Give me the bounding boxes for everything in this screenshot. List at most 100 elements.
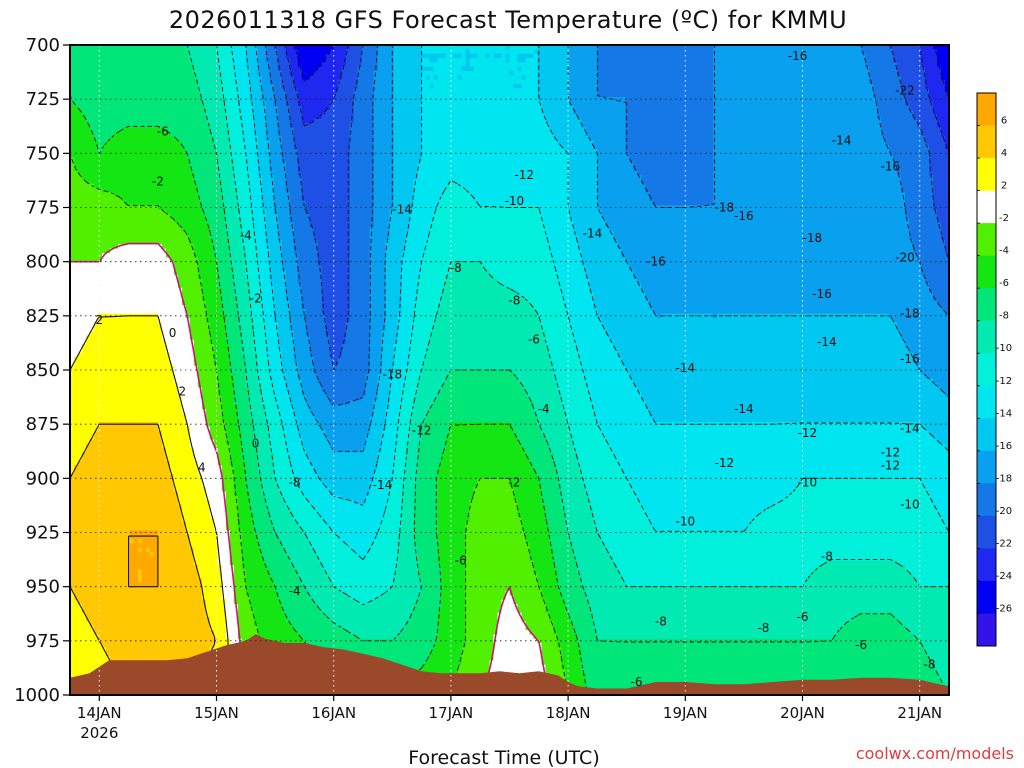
- temperature-cell: [145, 149, 151, 154]
- temperature-cell: [153, 651, 159, 657]
- temperature-cell: [133, 62, 139, 68]
- temperature-cell: [74, 508, 79, 514]
- temperature-cell: [101, 58, 107, 63]
- temperature-cell: [177, 565, 183, 570]
- temperature-cell: [77, 660, 83, 666]
- temperature-cell: [97, 413, 103, 419]
- temperature-cell: [74, 274, 79, 280]
- temperature-cell: [169, 513, 175, 518]
- temperature-cell: [77, 547, 83, 553]
- temperature-cell: [74, 105, 79, 111]
- temperature-cell: [173, 374, 179, 380]
- temperature-cell: [113, 196, 119, 202]
- temperature-cell: [109, 374, 115, 380]
- temperature-cell: [89, 348, 95, 354]
- temperature-cell: [81, 647, 87, 653]
- temperature-cell: [193, 66, 199, 72]
- temperature-cell: [117, 170, 123, 176]
- temperature-cell: [101, 136, 107, 141]
- temperature-cell: [101, 75, 107, 81]
- temperature-cell: [149, 413, 155, 419]
- temperature-cell: [185, 244, 191, 250]
- temperature-cell: [153, 75, 159, 81]
- temperature-cell: [93, 560, 99, 566]
- temperature-cell: [105, 378, 111, 384]
- temperature-cell: [105, 253, 111, 258]
- temperature-cell: [81, 361, 87, 367]
- temperature-cell: [77, 578, 83, 583]
- temperature-cell: [193, 339, 199, 345]
- temperature-cell: [185, 565, 191, 570]
- temperature-cell: [74, 543, 79, 549]
- temperature-cell: [85, 53, 91, 59]
- temperature-cell: [185, 188, 191, 193]
- temperature-cell: [93, 569, 99, 575]
- temperature-cell: [197, 309, 203, 315]
- temperature-cell: [129, 45, 135, 50]
- temperature-cell: [85, 521, 91, 527]
- temperature-cell: [89, 201, 95, 206]
- temperature-cell: [113, 214, 119, 219]
- temperature-cell: [137, 599, 143, 605]
- temperature-cell: [101, 491, 107, 497]
- temperature-cell: [125, 153, 131, 159]
- temperature-cell: [201, 231, 207, 237]
- temperature-cell: [85, 66, 91, 72]
- temperature-cell: [74, 634, 79, 640]
- temperature-cell: [81, 660, 87, 666]
- temperature-cell: [169, 348, 175, 354]
- temperature-cell: [70, 352, 75, 358]
- temperature-cell: [181, 222, 187, 228]
- temperature-cell: [93, 521, 99, 527]
- temperature-cell: [125, 218, 131, 224]
- temperature-cell: [141, 625, 147, 631]
- temperature-cell: [169, 396, 175, 401]
- temperature-cell: [109, 599, 115, 605]
- temperature-cell: [77, 500, 83, 505]
- temperature-cell: [157, 123, 163, 128]
- temperature-cell: [149, 140, 155, 146]
- temperature-cell: [169, 244, 175, 250]
- temperature-cell: [125, 331, 131, 336]
- temperature-cell: [157, 183, 163, 189]
- temperature-cell: [177, 45, 183, 50]
- temperature-cell: [113, 374, 119, 380]
- temperature-cell: [193, 266, 199, 271]
- temperature-cell: [109, 495, 115, 501]
- temperature-cell: [133, 49, 139, 55]
- temperature-cell: [105, 140, 111, 146]
- temperature-cell: [145, 292, 151, 297]
- temperature-cell: [121, 227, 127, 232]
- temperature-cell: [169, 569, 175, 575]
- temperature-cell: [185, 482, 191, 488]
- temperature-cell: [70, 149, 75, 154]
- temperature-cell: [81, 166, 87, 172]
- temperature-cell: [153, 274, 159, 280]
- temperature-cell: [153, 261, 159, 267]
- temperature-cell: [149, 456, 155, 462]
- temperature-cell: [77, 370, 83, 375]
- temperature-cell: [70, 482, 75, 488]
- temperature-cell: [173, 244, 179, 250]
- temperature-cell: [101, 500, 107, 505]
- temperature-cell: [89, 127, 95, 133]
- temperature-cell: [85, 101, 91, 107]
- temperature-cell: [193, 617, 199, 622]
- temperature-cell: [193, 175, 199, 180]
- temperature-cell: [153, 413, 159, 419]
- temperature-cell: [125, 214, 131, 219]
- temperature-cell: [157, 595, 163, 601]
- temperature-cell: [157, 175, 163, 180]
- temperature-cell: [121, 270, 127, 276]
- temperature-cell: [89, 573, 95, 579]
- temperature-cell: [141, 79, 147, 85]
- temperature-cell: [70, 461, 75, 466]
- temperature-cell: [74, 344, 79, 349]
- temperature-cell: [97, 110, 103, 115]
- temperature-cell: [74, 647, 79, 653]
- temperature-cell: [74, 526, 79, 531]
- temperature-cell: [185, 474, 191, 479]
- temperature-cell: [121, 209, 127, 215]
- temperature-cell: [185, 465, 191, 471]
- temperature-cell: [113, 560, 119, 566]
